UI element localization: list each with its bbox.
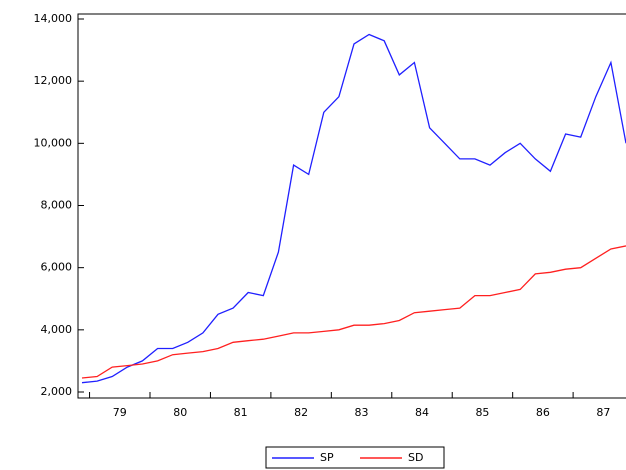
x-tick-label: 82: [294, 406, 308, 419]
x-tick-label: 81: [234, 406, 248, 419]
x-tick-label: 80: [173, 406, 187, 419]
x-tick-label: 86: [536, 406, 550, 419]
legend-label: SP: [320, 451, 334, 464]
y-tick-label: 8,000: [41, 199, 73, 212]
x-tick-label: 84: [415, 406, 429, 419]
y-tick-label: 12,000: [34, 74, 73, 87]
x-tick-label: 79: [113, 406, 127, 419]
x-tick-label: 87: [596, 406, 610, 419]
x-tick-label: 83: [355, 406, 369, 419]
legend-box: [265, 446, 445, 469]
x-tick-label: 85: [475, 406, 489, 419]
y-tick-label: 6,000: [41, 261, 73, 274]
y-tick-label: 10,000: [34, 136, 73, 149]
series-line: [81, 33, 626, 384]
series-line: [81, 245, 626, 379]
plot-frame: [77, 13, 626, 399]
legend-label: SD: [408, 451, 423, 464]
y-tick-label: 4,000: [41, 323, 73, 336]
y-tick-label: 2,000: [41, 385, 73, 398]
y-tick-label: 14,000: [34, 12, 73, 25]
